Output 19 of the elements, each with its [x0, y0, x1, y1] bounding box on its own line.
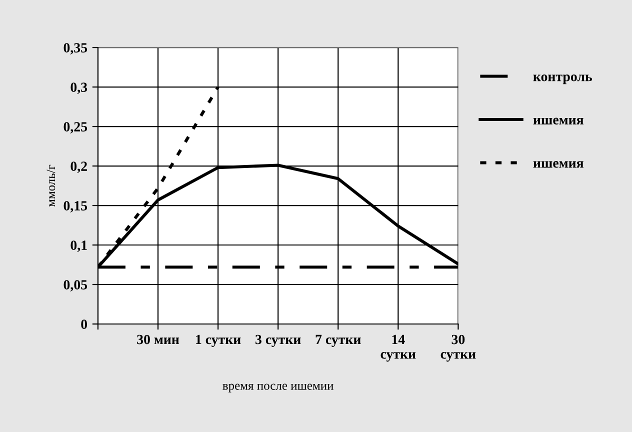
y-tick-label: 0,1 [70, 240, 87, 252]
y-tick-label: 0 [81, 320, 88, 329]
y-tick-label: 0,3 [70, 82, 88, 94]
y-tick-label: 0,25 [64, 122, 88, 134]
x-tick-label: 7 сутки [316, 334, 361, 348]
x-tick-label: 3 сутки [256, 334, 301, 348]
x-tick-label: 30 сутки [440, 334, 476, 362]
legend-label: контроль [533, 74, 592, 84]
x-tick-label: 30 мин [137, 334, 180, 344]
y-axis-title: ммоль/г [46, 164, 56, 207]
y-tick-label: 0,05 [64, 280, 88, 292]
y-tick-label: 0,15 [64, 201, 88, 212]
legend-label: ишемия [533, 161, 584, 168]
y-tick-label: 0,35 [64, 43, 88, 54]
x-tick-label: 1 сутки [196, 334, 241, 348]
legend-label: ишемия [533, 118, 584, 124]
y-tick-label: 0,2 [70, 162, 87, 173]
x-tick-label: 14 сутки [380, 334, 416, 362]
x-axis-title: время после ишемии [222, 384, 334, 392]
